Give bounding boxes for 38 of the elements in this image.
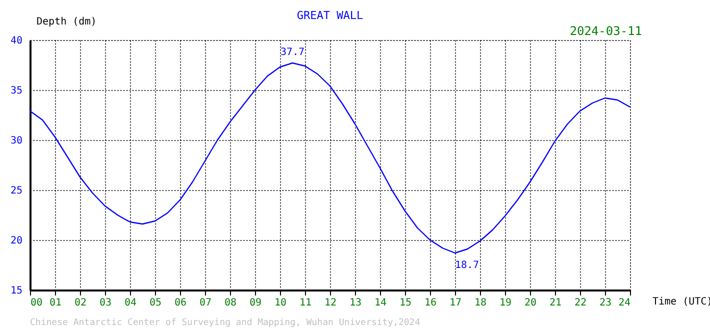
annotation: 18.7 [455, 260, 480, 271]
x-tick-label: 22 [574, 298, 587, 308]
x-tick-label: 14 [374, 298, 387, 308]
x-tick-label: 09 [249, 298, 262, 308]
y-tick-label: 15 [10, 286, 22, 296]
x-tick-label: 04 [124, 298, 137, 308]
x-tick-label: 06 [174, 298, 187, 308]
x-tick-label: 05 [149, 298, 162, 308]
y-tick-label: 40 [10, 36, 22, 46]
x-tick-label: 08 [224, 298, 237, 308]
x-tick-label: 07 [199, 298, 212, 308]
x-tick-label: 12 [324, 298, 337, 308]
annotation: 37.7 [280, 47, 305, 58]
x-tick-label: 20 [524, 298, 537, 308]
x-tick-label: 24 [618, 298, 630, 308]
text: 2024-03-11 [570, 24, 642, 38]
line-series [29, 62, 631, 254]
x-tick-label: 18 [474, 298, 487, 308]
y-tick-label: 25 [10, 186, 22, 196]
x-tick-label: 19 [499, 298, 512, 308]
y-tick-label: 35 [10, 86, 22, 96]
x-tick-label: 01 [49, 298, 62, 308]
x-tick-label: 23 [599, 298, 612, 308]
text: Chinese Antarctic Center of Surveying and Mapping, Wuhan University,2024 [30, 318, 420, 328]
x-tick-label: 16 [424, 298, 437, 308]
y-axis-title: Depth (dm) [36, 16, 97, 28]
y-tick-label: 30 [10, 136, 22, 146]
x-tick-label: 15 [399, 298, 412, 308]
x-tick-label: 13 [349, 298, 362, 308]
x-tick-label: 00 [30, 298, 43, 308]
x-tick-label: 02 [74, 298, 87, 308]
chart-title: GREAT WALL [296, 9, 364, 22]
x-tick-label: 21 [549, 298, 562, 308]
x-tick-label: 10 [274, 298, 287, 308]
x-tick-label: 11 [299, 298, 312, 308]
x-tick-label: 03 [99, 298, 112, 308]
x-tick-label: 17 [449, 298, 462, 308]
y-tick-label: 20 [10, 236, 22, 246]
